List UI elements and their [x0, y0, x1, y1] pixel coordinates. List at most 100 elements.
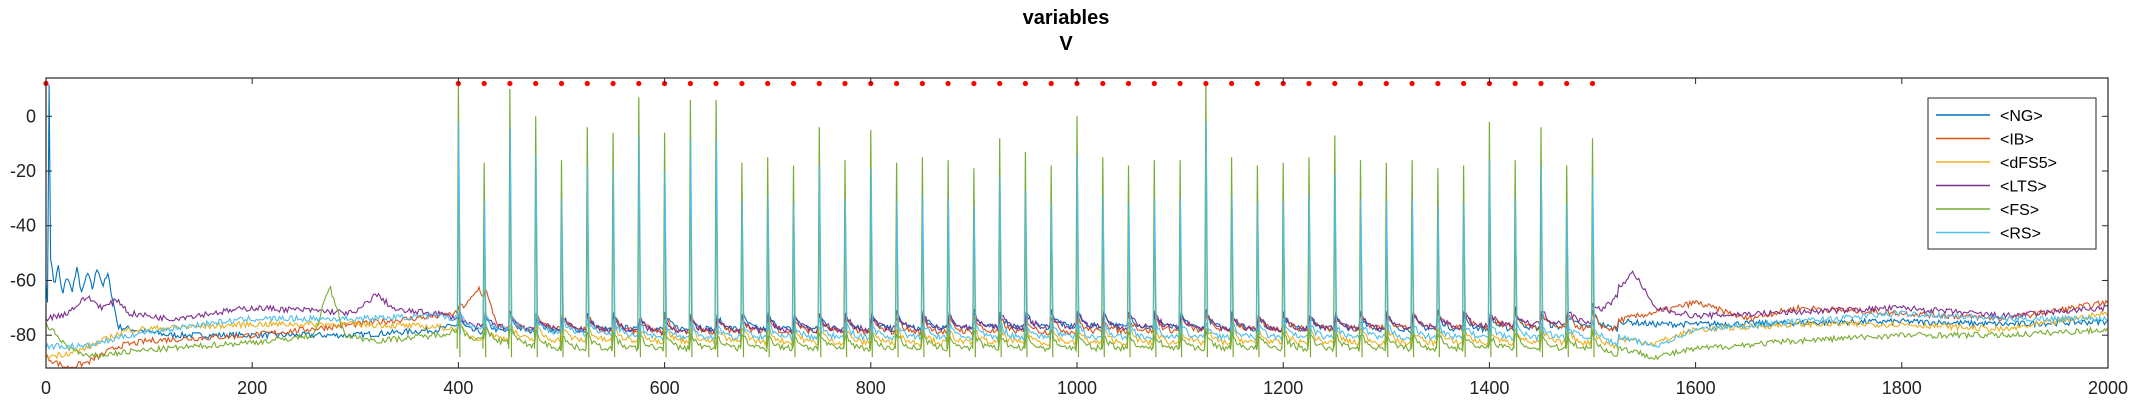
stimulus-marker: [558, 80, 565, 87]
y-tick-label: 0: [26, 106, 36, 126]
x-tick-label: 1400: [1469, 378, 1509, 398]
spike-secondary: [1281, 201, 1286, 336]
spike-secondary: [534, 154, 539, 336]
spike-secondary: [560, 198, 565, 336]
x-tick-label: 1600: [1676, 378, 1716, 398]
stimulus-marker: [945, 80, 951, 87]
spike-secondary: [1024, 190, 1028, 336]
series-layer: [45, 84, 2109, 369]
stimulus-marker: [1048, 80, 1054, 87]
stimulus-marker: [507, 80, 513, 87]
spike-secondary: [1178, 198, 1183, 336]
spike-secondary: [611, 170, 616, 336]
spike-secondary: [766, 195, 771, 336]
spike-secondary: [792, 203, 796, 336]
stimulus-marker: [1564, 80, 1570, 87]
stimulus-marker: [687, 80, 694, 87]
stimulus-marker: [533, 80, 539, 87]
spike-secondary: [1513, 198, 1518, 336]
stimulus-marker: [765, 80, 771, 87]
stimulus-marker: [1538, 80, 1544, 87]
stimulus-marker: [1357, 80, 1364, 87]
x-tick-label: 1200: [1263, 378, 1303, 398]
series-line-4: [45, 285, 2108, 361]
spike-secondary: [1127, 203, 1132, 336]
x-tick-label: 400: [443, 378, 473, 398]
stimulus-marker: [1022, 80, 1028, 87]
stimulus-marker: [1435, 80, 1441, 87]
spike-secondary: [1075, 154, 1080, 336]
spike-secondary: [1333, 173, 1338, 336]
spike-secondary: [457, 121, 461, 336]
spike-secondary: [1591, 176, 1596, 336]
stimulus-marker: [1229, 80, 1235, 87]
spike-secondary: [586, 165, 590, 336]
y-tick-label: -40: [10, 216, 36, 236]
stimulus-marker: [816, 80, 822, 87]
stimulus-marker: [1177, 80, 1183, 87]
spike-secondary: [1204, 121, 1209, 336]
spike-secondary: [921, 195, 925, 336]
stimulus-marker: [1409, 80, 1415, 87]
stimulus-marker: [584, 80, 590, 87]
spike-secondary: [1256, 203, 1260, 336]
stimulus-marker: [1306, 80, 1312, 87]
stimulus-marker: [1332, 80, 1338, 87]
spike-secondary: [1049, 203, 1054, 336]
legend-box: [1927, 97, 2097, 250]
stimulus-marker: [790, 80, 797, 87]
stimulus-marker: [1589, 80, 1596, 87]
stimulus-marker: [919, 80, 926, 87]
x-axis: 0 200 400 600 800 1000 1200 1400 1600 1800 2000: [41, 78, 2128, 398]
stimulus-marker: [610, 80, 616, 87]
stimulus-marker: [713, 80, 719, 87]
series-line-1: [45, 285, 2108, 369]
x-tick-label: 200: [237, 378, 267, 398]
spike-secondary: [1307, 195, 1312, 336]
stimulus-marker: [997, 80, 1003, 87]
spike-secondary: [689, 138, 693, 336]
x-tick-label: 1800: [1882, 378, 1922, 398]
spike-secondary: [998, 176, 1003, 336]
spike-secondary: [972, 206, 977, 336]
y-tick-label: -20: [10, 161, 36, 181]
x-tick-label: 1000: [1057, 378, 1097, 398]
spike-secondary: [1385, 201, 1389, 336]
stimulus-marker: [1461, 80, 1467, 87]
stimulus-marker: [894, 80, 900, 87]
chart-title: variables: [1023, 7, 1110, 29]
spike-secondary: [1462, 203, 1467, 336]
stimulus-marker: [1100, 80, 1106, 87]
stimulus-marker: [842, 80, 848, 87]
spike-secondary: [1565, 203, 1570, 336]
spike-secondary: [1359, 198, 1364, 336]
y-axis: 0 -20 -40 -60 -80: [10, 106, 2108, 345]
spike-secondary: [1410, 198, 1415, 336]
spike-secondary: [1488, 160, 1492, 336]
spike-secondary: [1230, 195, 1235, 336]
series-line-5: [45, 309, 2108, 351]
spike-secondary: [1539, 165, 1544, 336]
spike-layer: [456, 83, 1596, 358]
legend-label: <dFS5>: [2000, 155, 2057, 172]
stimulus-marker: [481, 80, 487, 87]
stimulus-marker: [739, 80, 745, 87]
plot-area: 0 200 400 600 800 1000 1200 1400 1600 1800 2000 0 -…: [10, 77, 2128, 398]
legend: <NG> <IB> <dFS5> <LTS> <FS> <RS>: [1927, 97, 2097, 250]
y-tick-label: -80: [10, 325, 36, 345]
stimulus-marker: [971, 80, 977, 87]
stimulus-marker: [1383, 80, 1389, 87]
spike-secondary: [482, 201, 487, 336]
legend-label: <RS>: [2000, 226, 2041, 243]
stimulus-marker: [1151, 80, 1157, 87]
x-tick-label: 0: [41, 378, 51, 398]
spike-secondary: [740, 201, 745, 336]
spike-secondary: [508, 127, 513, 336]
spike-secondary: [946, 198, 951, 336]
x-tick-label: 600: [650, 378, 680, 398]
spike-secondary: [843, 198, 848, 336]
stimulus-marker: [1203, 80, 1209, 87]
spike-secondary: [1153, 198, 1157, 336]
spike-secondary: [663, 170, 668, 336]
